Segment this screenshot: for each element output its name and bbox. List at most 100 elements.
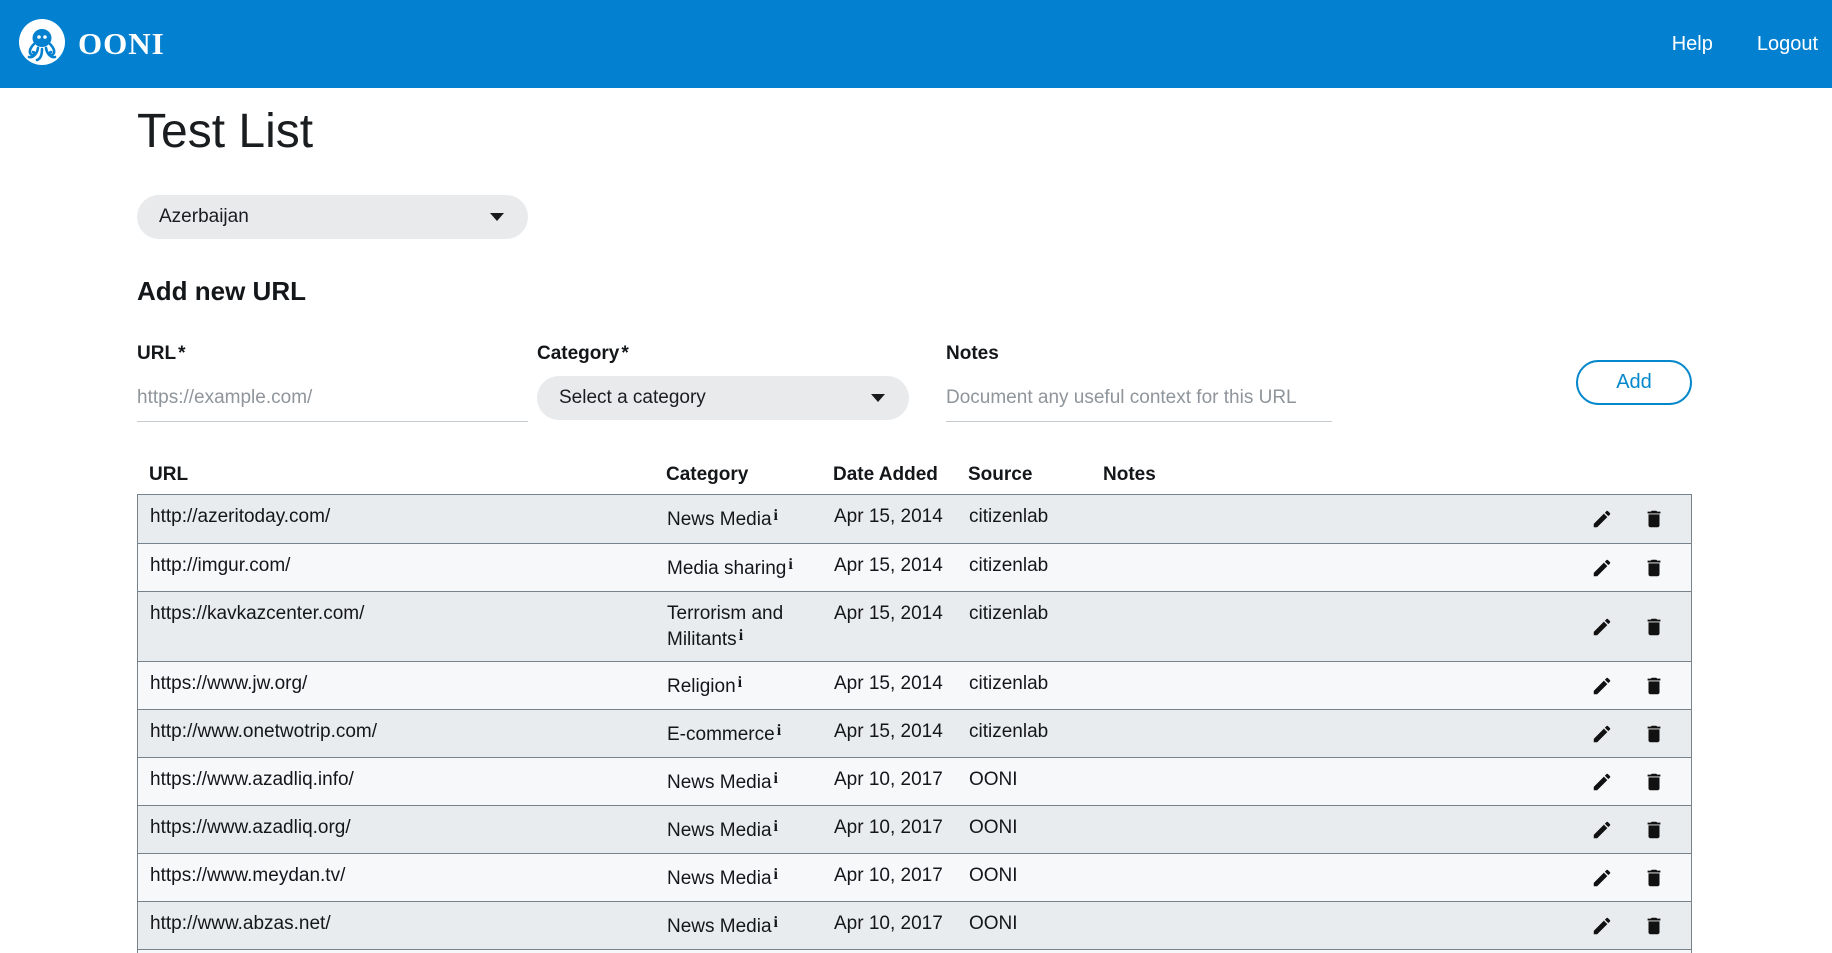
table-row: http://www.onetwotrip.com/ E-commerce i A… xyxy=(138,709,1691,758)
source-cell: citizenlab xyxy=(969,555,1049,577)
category-info-icon[interactable]: i xyxy=(776,722,782,740)
brand[interactable]: OONI xyxy=(18,18,165,71)
pencil-icon xyxy=(1591,819,1615,841)
pencil-icon xyxy=(1591,616,1615,638)
col-header-source: Source xyxy=(968,464,1033,486)
notes-cell xyxy=(1092,592,1586,661)
row-actions xyxy=(1586,662,1691,709)
category-label: Category * xyxy=(537,343,629,365)
notes-cell xyxy=(1092,902,1586,949)
date-added-cell: Apr 15, 2014 xyxy=(834,603,943,625)
date-added-cell: Apr 10, 2017 xyxy=(834,817,943,839)
trash-icon xyxy=(1643,771,1667,793)
edit-button[interactable] xyxy=(1591,556,1615,580)
category-cell: Religion i xyxy=(667,674,743,698)
category-cell: News Media i xyxy=(667,770,778,794)
category-info-icon[interactable]: i xyxy=(773,507,778,525)
category-cell: News Media i xyxy=(667,914,778,938)
edit-button[interactable] xyxy=(1591,507,1615,531)
delete-button[interactable] xyxy=(1643,770,1667,794)
delete-button[interactable] xyxy=(1643,722,1667,746)
chevron-down-icon xyxy=(490,213,504,222)
category-cell: News Media i xyxy=(667,507,778,531)
notes-cell xyxy=(1092,758,1586,805)
source-cell: citizenlab xyxy=(969,506,1049,528)
main-content: Test List Azerbaijan Add new URL URL* Ca… xyxy=(137,104,1692,953)
notes-cell xyxy=(1092,854,1586,901)
pencil-icon xyxy=(1591,771,1615,793)
source-cell: OONI xyxy=(969,769,1018,791)
table-row: https://www.azadliq.info/ News Media i Ap… xyxy=(138,757,1691,806)
notes-cell xyxy=(1092,710,1586,757)
delete-button[interactable] xyxy=(1643,507,1667,531)
source-cell: OONI xyxy=(969,913,1018,935)
top-nav: Help Logout xyxy=(1672,33,1818,56)
delete-button[interactable] xyxy=(1643,615,1667,639)
date-added-cell: Apr 10, 2017 xyxy=(834,865,943,887)
row-actions xyxy=(1586,854,1691,901)
category-info-icon[interactable]: i xyxy=(773,866,778,884)
source-cell: OONI xyxy=(969,817,1018,839)
pencil-icon xyxy=(1591,723,1615,745)
delete-button[interactable] xyxy=(1643,914,1667,938)
trash-icon xyxy=(1643,915,1667,937)
pencil-icon xyxy=(1591,867,1615,889)
add-button[interactable]: Add xyxy=(1576,360,1692,406)
url-cell: http://www.abzas.net/ xyxy=(150,913,331,935)
category-info-icon[interactable]: i xyxy=(738,626,744,644)
edit-button[interactable] xyxy=(1591,674,1615,698)
row-actions xyxy=(1586,710,1691,757)
edit-button[interactable] xyxy=(1591,770,1615,794)
country-select[interactable]: Azerbaijan xyxy=(137,195,528,240)
table-header: URL Category Date Added Source Notes xyxy=(137,464,1692,486)
notes-cell xyxy=(1092,662,1586,709)
category-select[interactable]: Select a category xyxy=(537,376,909,421)
trash-icon xyxy=(1643,557,1667,579)
edit-button[interactable] xyxy=(1591,818,1615,842)
category-cell: Terrorism and Militants i xyxy=(667,603,784,650)
edit-button[interactable] xyxy=(1591,914,1615,938)
add-url-heading: Add new URL xyxy=(137,276,306,307)
delete-button[interactable] xyxy=(1643,866,1667,890)
category-info-icon[interactable]: i xyxy=(773,770,778,788)
url-field-group: URL * xyxy=(137,343,528,423)
category-info-icon[interactable]: i xyxy=(773,914,778,932)
add-url-form: URL* Category* Select a category Notes A… xyxy=(137,343,1692,423)
country-select-value: Azerbaijan xyxy=(159,206,249,228)
top-bar: OONI Help Logout xyxy=(0,0,1832,88)
edit-button[interactable] xyxy=(1591,615,1615,639)
url-input[interactable] xyxy=(137,376,528,423)
table-row: http://azeritoday.com/ News Media i Apr 1… xyxy=(138,495,1691,544)
table-row: http://www.abzas.net/ News Media i Apr 10… xyxy=(138,901,1691,950)
col-header-category: Category xyxy=(666,464,749,486)
row-actions xyxy=(1586,806,1691,853)
url-label: URL * xyxy=(137,343,186,365)
trash-icon xyxy=(1643,867,1667,889)
date-added-cell: Apr 15, 2014 xyxy=(834,721,943,743)
category-cell: News Media i xyxy=(667,818,778,842)
category-info-icon[interactable]: i xyxy=(773,818,778,836)
delete-button[interactable] xyxy=(1643,556,1667,580)
edit-button[interactable] xyxy=(1591,722,1615,746)
url-cell: http://www.onetwotrip.com/ xyxy=(150,721,378,743)
notes-input[interactable] xyxy=(946,376,1332,423)
help-link[interactable]: Help xyxy=(1671,32,1713,55)
source-cell: citizenlab xyxy=(969,603,1049,625)
url-cell: https://www.azadliq.info/ xyxy=(150,769,354,791)
delete-button[interactable] xyxy=(1643,818,1667,842)
logout-link[interactable]: Logout xyxy=(1756,32,1818,55)
category-info-icon[interactable]: i xyxy=(737,674,743,692)
notes-cell xyxy=(1092,806,1586,853)
trash-icon xyxy=(1643,675,1667,697)
date-added-cell: Apr 10, 2017 xyxy=(834,913,943,935)
col-header-notes: Notes xyxy=(1103,464,1156,486)
category-info-icon[interactable]: i xyxy=(788,556,793,574)
notes-cell xyxy=(1092,544,1586,591)
delete-button[interactable] xyxy=(1643,674,1667,698)
table-row: https://kavkazcenter.com/ Terrorism and … xyxy=(138,591,1691,662)
url-cell: https://kavkazcenter.com/ xyxy=(150,603,365,625)
edit-button[interactable] xyxy=(1591,866,1615,890)
category-select-placeholder: Select a category xyxy=(559,387,706,409)
row-actions xyxy=(1586,592,1691,661)
category-field-group: Category * Select a category xyxy=(537,343,909,421)
